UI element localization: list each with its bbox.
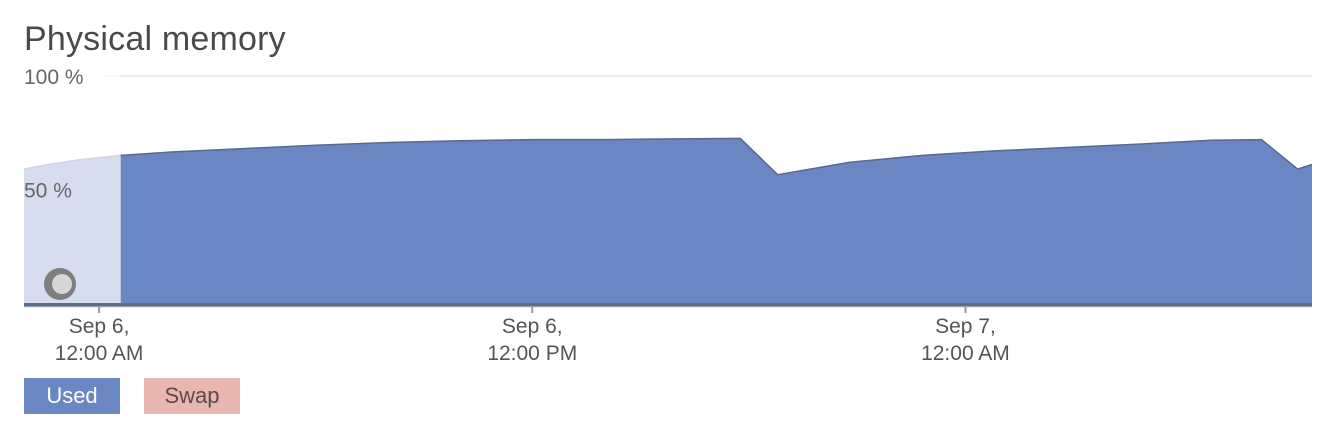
faded-overlay (24, 66, 121, 303)
used-area (24, 138, 1312, 303)
y-tick-label: 100 % (24, 66, 84, 89)
x-tick-label-line2: 12:00 AM (55, 342, 144, 365)
x-tick-label-line1: Sep 7, (935, 315, 996, 338)
y-axis-labels: 100 % 50 % (24, 66, 84, 203)
used-area-series (23, 137, 1313, 303)
x-tick-label-line2: 12:00 AM (921, 342, 1010, 365)
x-tick-label-line1: Sep 6, (502, 315, 563, 338)
x-axis-line (24, 303, 1312, 307)
legend-swap[interactable]: Swap (144, 378, 240, 414)
x-axis-labels: Sep 6, 12:00 AM Sep 6, 12:00 PM Sep 7, 12:00 … (55, 315, 1010, 365)
toggle-icon[interactable] (44, 268, 76, 300)
legend-used[interactable]: Used (24, 378, 120, 414)
legend: Used Swap (24, 378, 240, 414)
chart-title: Physical memory (24, 20, 286, 58)
used-line (23, 137, 1313, 176)
y-tick-label: 50 % (24, 180, 72, 203)
x-axis (24, 303, 1312, 313)
x-tick-label-line2: 12:00 PM (487, 342, 577, 365)
x-tick-label-line1: Sep 6, (69, 315, 130, 338)
toggle-inner (52, 274, 72, 294)
faded-region (24, 66, 121, 303)
